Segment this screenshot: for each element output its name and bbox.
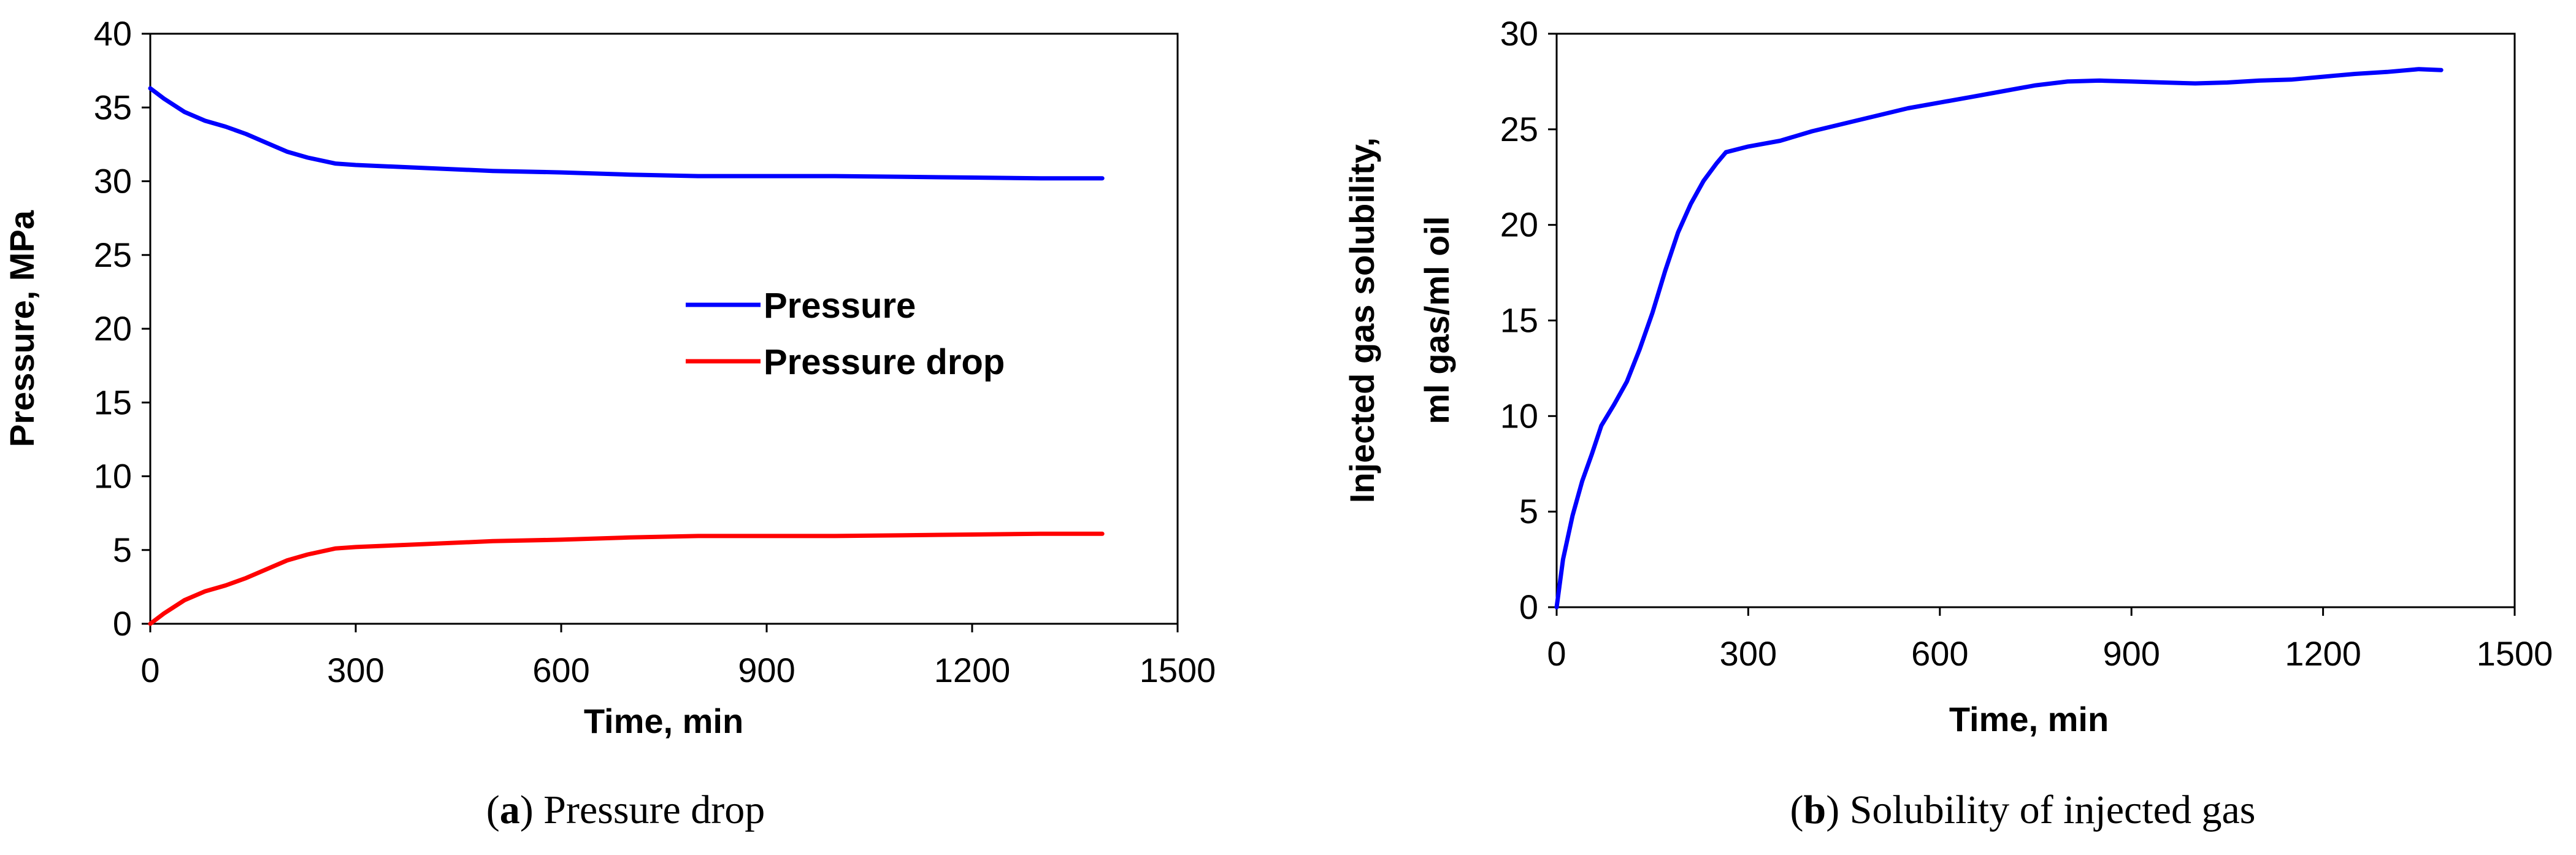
- chart-b-solubility: 0 5 10 15 20 25 30 0 300 600 900 1200 1500 Time, mi…: [1343, 14, 2553, 832]
- chart-a-caption: (a) Pressure drop: [486, 788, 765, 832]
- chart-a-x-ticks: 0 300 600 900 1200 1500: [140, 624, 1216, 689]
- y-tick-label: 25: [94, 236, 132, 274]
- y-tick-label: 15: [1500, 301, 1538, 340]
- x-tick-label: 300: [1720, 634, 1777, 673]
- x-tick-label: 0: [140, 651, 159, 689]
- x-tick-label: 300: [327, 651, 384, 689]
- chart-a-caption-label: a: [500, 788, 520, 832]
- chart-a-x-axis-title: Time, min: [584, 702, 743, 740]
- chart-a-caption-text: Pressure drop: [543, 788, 765, 832]
- y-tick-label: 40: [94, 14, 132, 53]
- y-tick-label: 5: [113, 531, 132, 569]
- y-tick-label: 35: [94, 88, 132, 126]
- y-tick-label: 30: [1500, 14, 1538, 53]
- chart-a-pressure: 0 5 10 15 20 25 30 35 40 0 300 600 900 1200 1500 Time…: [2, 14, 1216, 832]
- chart-b-caption-text: Solubility of injected gas: [1850, 788, 2256, 832]
- series-line-pressure: [148, 86, 1105, 181]
- chart-b-caption: (b) Solubility of injected gas: [1790, 788, 2256, 832]
- chart-b-caption-label: b: [1804, 788, 1827, 832]
- y-tick-label: 0: [113, 604, 132, 643]
- y-tick-label: 25: [1500, 110, 1538, 148]
- chart-a-y-ticks: 0 5 10 15 20 25 30 35 40: [94, 14, 150, 643]
- chart-a-y-axis-title: Pressure, MPa: [2, 210, 41, 447]
- y-tick-label: 30: [94, 162, 132, 201]
- series-line-injected-gas-solubility: [1554, 67, 2444, 610]
- chart-b-series: [1554, 67, 2444, 610]
- chart-a-legend: Pressure Pressure drop: [686, 286, 1005, 382]
- y-tick-label: 20: [1500, 205, 1538, 244]
- x-tick-label: 900: [738, 651, 795, 689]
- y-tick-label: 15: [94, 383, 132, 421]
- chart-a-series: [148, 86, 1105, 626]
- x-tick-label: 1500: [1140, 651, 1216, 689]
- chart-b-y-axis-title-line2: ml gas/ml oil: [1417, 216, 1456, 424]
- series-line-pressure-drop: [148, 531, 1105, 626]
- y-tick-label: 5: [1519, 492, 1538, 531]
- chart-b-plot-area: [1555, 33, 2516, 608]
- legend-label-pressure-drop: Pressure drop: [764, 342, 1005, 382]
- x-tick-label: 0: [1547, 634, 1566, 673]
- x-tick-label: 900: [2103, 634, 2160, 673]
- legend-label-pressure: Pressure: [764, 286, 916, 326]
- y-tick-label: 0: [1519, 588, 1538, 626]
- x-tick-label: 1200: [934, 651, 1011, 689]
- chart-b-y-axis-title-line1: Injected gas solubility,: [1343, 137, 1381, 503]
- y-tick-label: 10: [1500, 396, 1538, 435]
- chart-b-x-axis-title: Time, min: [1949, 700, 2109, 738]
- x-tick-label: 600: [1911, 634, 1968, 673]
- y-tick-label: 20: [94, 309, 132, 348]
- x-tick-label: 1500: [2477, 634, 2553, 673]
- x-tick-label: 600: [532, 651, 589, 689]
- x-tick-label: 1200: [2285, 634, 2361, 673]
- y-tick-label: 10: [94, 457, 132, 496]
- chart-b-x-ticks: 0 300 600 900 1200 1500: [1547, 607, 2553, 673]
- chart-b-y-ticks: 0 5 10 15 20 25 30: [1500, 14, 1557, 626]
